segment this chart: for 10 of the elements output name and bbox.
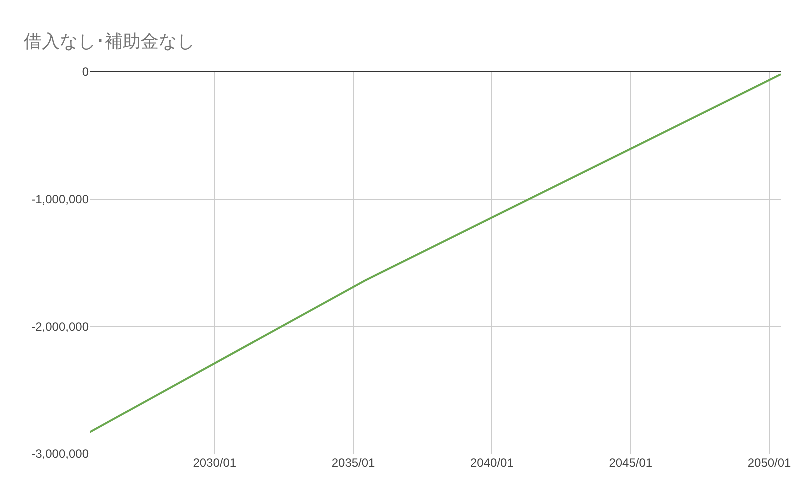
- y-tick-label: -3,000,000: [32, 447, 90, 462]
- y-tick-label: 0: [82, 65, 90, 80]
- x-tick-label: 2050/01: [748, 456, 792, 470]
- x-tick-label: 2030/01: [193, 456, 237, 470]
- x-tick-label: 2045/01: [609, 456, 653, 470]
- y-tick-label: -2,000,000: [32, 320, 90, 334]
- y-tick-label: -1,000,000: [32, 192, 90, 207]
- x-tick-label: 2035/01: [332, 456, 376, 470]
- x-tick-label: 2040/01: [470, 456, 514, 470]
- chart-title: 借入なし･補助金なし: [24, 32, 196, 52]
